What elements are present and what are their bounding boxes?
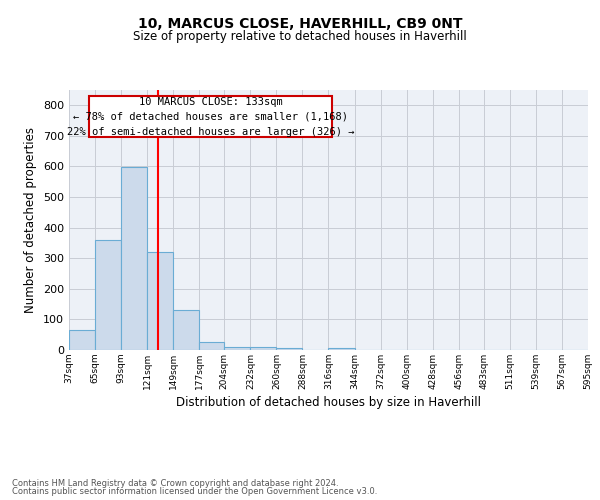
Bar bbox=[95, 240, 121, 350]
Bar bbox=[329, 348, 355, 350]
Text: 10 MARCUS CLOSE: 133sqm
← 78% of detached houses are smaller (1,168)
22% of semi: 10 MARCUS CLOSE: 133sqm ← 78% of detache… bbox=[67, 97, 354, 136]
Bar bbox=[147, 252, 173, 350]
Text: Size of property relative to detached houses in Haverhill: Size of property relative to detached ho… bbox=[133, 30, 467, 43]
Bar bbox=[69, 330, 95, 350]
Text: Contains HM Land Registry data © Crown copyright and database right 2024.: Contains HM Land Registry data © Crown c… bbox=[12, 478, 338, 488]
Bar bbox=[199, 342, 224, 350]
Text: Contains public sector information licensed under the Open Government Licence v3: Contains public sector information licen… bbox=[12, 487, 377, 496]
Y-axis label: Number of detached properties: Number of detached properties bbox=[25, 127, 37, 313]
Text: 10, MARCUS CLOSE, HAVERHILL, CB9 0NT: 10, MARCUS CLOSE, HAVERHILL, CB9 0NT bbox=[138, 18, 462, 32]
X-axis label: Distribution of detached houses by size in Haverhill: Distribution of detached houses by size … bbox=[176, 396, 481, 409]
Bar bbox=[173, 310, 199, 350]
Bar bbox=[224, 347, 250, 350]
Bar bbox=[121, 167, 147, 350]
Bar bbox=[250, 347, 277, 350]
Bar bbox=[277, 348, 302, 350]
